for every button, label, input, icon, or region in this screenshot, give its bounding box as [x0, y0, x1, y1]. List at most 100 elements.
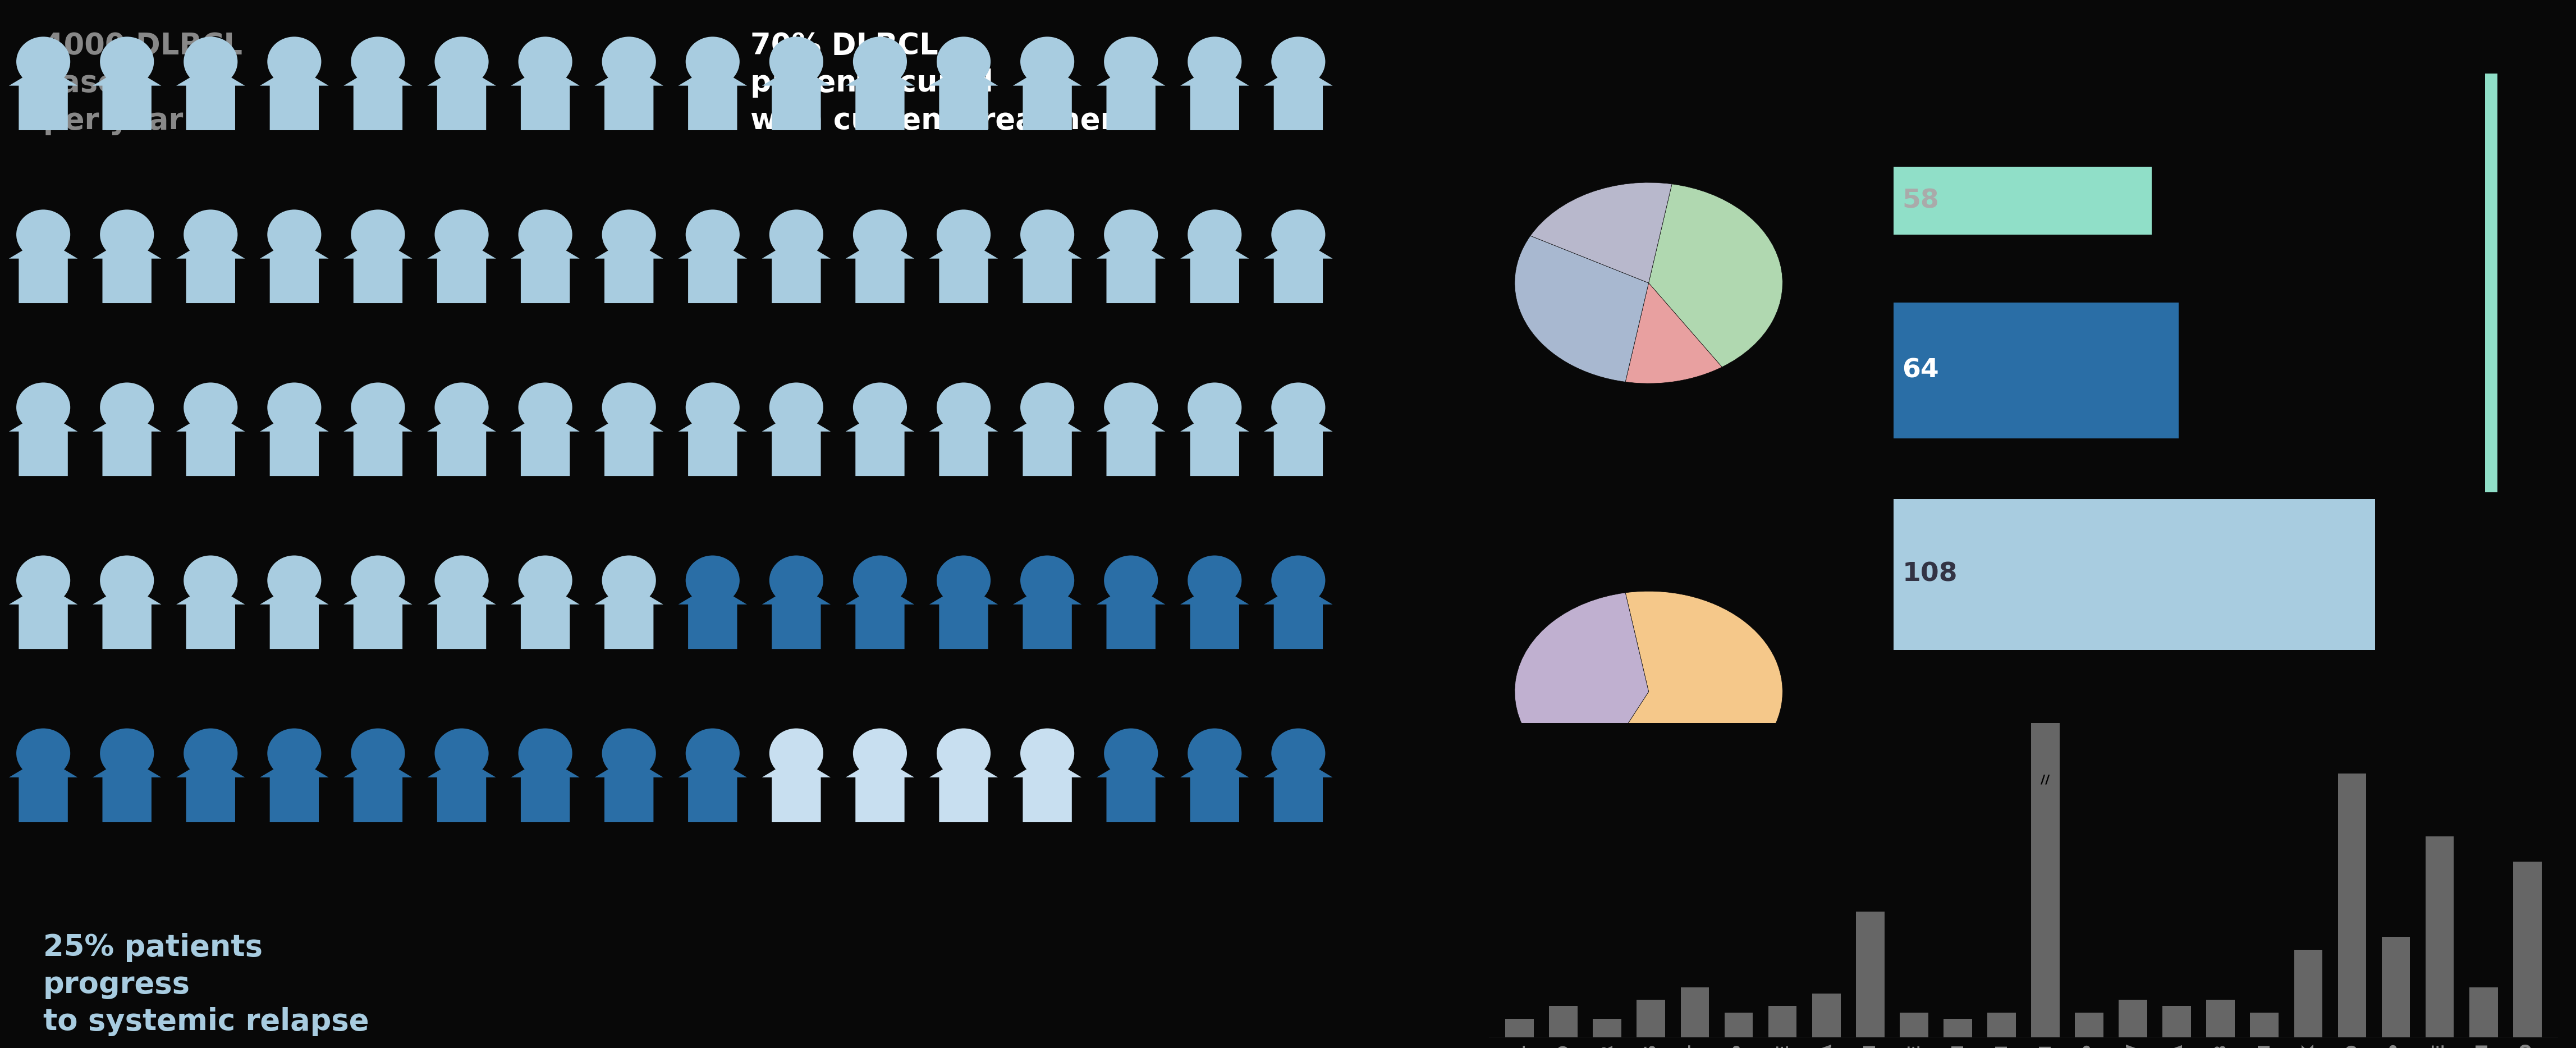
Polygon shape	[175, 584, 245, 649]
Ellipse shape	[1020, 383, 1074, 433]
Polygon shape	[8, 757, 77, 822]
Polygon shape	[428, 411, 497, 476]
Polygon shape	[510, 411, 580, 476]
Ellipse shape	[1273, 37, 1324, 87]
Polygon shape	[175, 65, 245, 130]
Polygon shape	[845, 584, 914, 649]
Polygon shape	[343, 757, 412, 822]
Ellipse shape	[1188, 555, 1242, 606]
Polygon shape	[428, 65, 497, 130]
Ellipse shape	[603, 555, 657, 606]
Bar	[1723, 1012, 1752, 1038]
Ellipse shape	[1273, 728, 1324, 779]
Text: 58: 58	[1901, 189, 1940, 214]
Polygon shape	[1180, 411, 1249, 476]
Polygon shape	[260, 584, 330, 649]
Ellipse shape	[685, 728, 739, 779]
Polygon shape	[930, 411, 997, 476]
Bar	[1986, 1012, 2017, 1038]
Ellipse shape	[770, 555, 824, 606]
Bar	[1893, 167, 2151, 235]
Bar	[2074, 1012, 2105, 1038]
Polygon shape	[510, 757, 580, 822]
Bar	[2339, 773, 2367, 1038]
Polygon shape	[93, 65, 162, 130]
Polygon shape	[343, 584, 412, 649]
Polygon shape	[1097, 757, 1164, 822]
Polygon shape	[1180, 584, 1249, 649]
Polygon shape	[93, 757, 162, 822]
Polygon shape	[930, 238, 997, 303]
Ellipse shape	[1020, 37, 1074, 87]
Polygon shape	[1097, 65, 1164, 130]
Polygon shape	[930, 65, 997, 130]
Ellipse shape	[938, 728, 992, 779]
Ellipse shape	[350, 555, 404, 606]
Wedge shape	[1515, 593, 1649, 782]
Ellipse shape	[685, 383, 739, 433]
Wedge shape	[1515, 236, 1649, 381]
Ellipse shape	[183, 37, 237, 87]
Bar	[2427, 836, 2455, 1038]
Bar	[1811, 994, 1839, 1038]
Ellipse shape	[1020, 210, 1074, 260]
Ellipse shape	[603, 728, 657, 779]
Ellipse shape	[685, 37, 739, 87]
Ellipse shape	[268, 37, 322, 87]
Ellipse shape	[15, 210, 70, 260]
Bar	[1942, 1019, 1973, 1038]
Polygon shape	[677, 757, 747, 822]
Polygon shape	[343, 238, 412, 303]
Bar	[2486, 73, 2496, 493]
Ellipse shape	[1105, 37, 1159, 87]
Polygon shape	[8, 65, 77, 130]
Bar	[1636, 1000, 1664, 1038]
Bar	[2295, 949, 2324, 1038]
Wedge shape	[1530, 182, 1672, 283]
Bar	[1592, 1019, 1620, 1038]
Polygon shape	[1012, 584, 1082, 649]
Ellipse shape	[350, 383, 404, 433]
Polygon shape	[1097, 584, 1164, 649]
Bar	[1899, 1012, 1929, 1038]
Polygon shape	[1180, 65, 1249, 130]
Polygon shape	[1012, 757, 1082, 822]
Text: 64: 64	[1901, 358, 1940, 384]
Ellipse shape	[183, 728, 237, 779]
Polygon shape	[175, 238, 245, 303]
Polygon shape	[1012, 411, 1082, 476]
Polygon shape	[677, 584, 747, 649]
Polygon shape	[93, 238, 162, 303]
Bar	[2383, 937, 2411, 1038]
Ellipse shape	[435, 728, 489, 779]
Ellipse shape	[1188, 37, 1242, 87]
Ellipse shape	[268, 383, 322, 433]
Ellipse shape	[853, 383, 907, 433]
Bar	[1680, 987, 1708, 1038]
Polygon shape	[762, 65, 829, 130]
Ellipse shape	[1273, 555, 1324, 606]
Bar	[1893, 499, 2375, 650]
Bar	[2164, 1006, 2192, 1038]
Polygon shape	[510, 584, 580, 649]
Ellipse shape	[685, 555, 739, 606]
Ellipse shape	[603, 210, 657, 260]
Ellipse shape	[435, 37, 489, 87]
Wedge shape	[1589, 591, 1783, 792]
Bar	[1893, 303, 2179, 438]
Ellipse shape	[100, 383, 155, 433]
Ellipse shape	[603, 383, 657, 433]
Polygon shape	[595, 411, 662, 476]
Ellipse shape	[183, 383, 237, 433]
Ellipse shape	[100, 728, 155, 779]
Ellipse shape	[770, 210, 824, 260]
Text: 108: 108	[1901, 562, 1958, 587]
Ellipse shape	[853, 728, 907, 779]
Ellipse shape	[15, 555, 70, 606]
Text: 70% DLBCL
patients cured
with current treatment: 70% DLBCL patients cured with current tr…	[750, 31, 1136, 135]
Polygon shape	[677, 238, 747, 303]
Polygon shape	[595, 238, 662, 303]
Bar	[2251, 1012, 2280, 1038]
Ellipse shape	[100, 37, 155, 87]
Polygon shape	[1265, 584, 1332, 649]
